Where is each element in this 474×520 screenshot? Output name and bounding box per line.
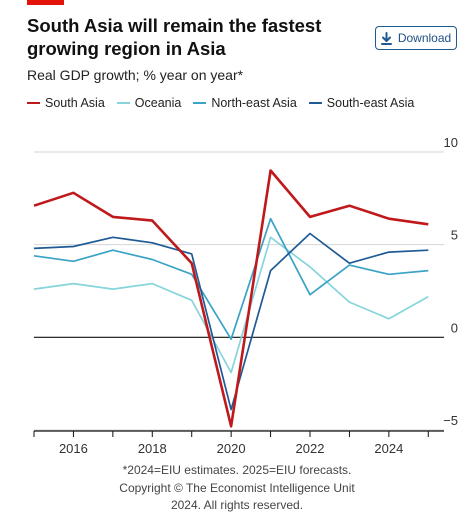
y-tick-label: −5 — [443, 413, 458, 428]
chart-title: South Asia will remain the fastest growi… — [27, 15, 322, 59]
y-tick-label: 5 — [451, 228, 458, 243]
legend-item-south-east-asia: South-east Asia — [308, 96, 415, 110]
download-label: Download — [397, 31, 452, 45]
series-line-north-east-asia — [33, 217, 429, 341]
footnote-line-3: 2024. All rights reserved. — [170, 498, 304, 512]
x-tick-label: 2022 — [296, 441, 325, 456]
footnote-line-1: *2024=EIU estimates. 2025=EIU forecasts. — [122, 463, 352, 477]
legend-swatch — [308, 101, 322, 105]
legend-label: South-east Asia — [326, 96, 415, 110]
legend-label: North-east Asia — [211, 96, 297, 110]
legend: South Asia Oceania North-east Asia South-ea… — [27, 96, 426, 110]
series-line-south-asia — [33, 169, 429, 428]
y-tick-label: 10 — [444, 135, 458, 150]
legend-item-south-asia: South Asia — [27, 96, 105, 110]
x-tick-label: 2024 — [374, 441, 403, 456]
x-tick-label: 2020 — [217, 441, 246, 456]
legend-label: South Asia — [45, 96, 105, 110]
x-tick-label: 2016 — [59, 441, 88, 456]
download-icon — [380, 31, 392, 45]
footnote: *2024=EIU estimates. 2025=EIU forecasts.… — [0, 462, 474, 515]
series-line-south-east-asia — [33, 232, 429, 411]
y-tick-label: 0 — [451, 320, 458, 335]
brand-accent-bar — [27, 0, 64, 5]
footnote-line-2: Copyright © The Economist Intelligence U… — [119, 480, 355, 495]
legend-swatch — [116, 101, 130, 105]
legend-swatch — [27, 101, 40, 105]
legend-swatch — [193, 101, 207, 105]
chart-subtitle: Real GDP growth; % year on year* — [27, 67, 244, 83]
x-tick-label: 2018 — [138, 441, 167, 456]
download-button[interactable]: Download — [375, 26, 457, 50]
series-line-oceania — [33, 236, 429, 374]
legend-item-north-east-asia: North-east Asia — [193, 96, 297, 110]
legend-label: Oceania — [134, 96, 182, 110]
legend-item-oceania: Oceania — [116, 96, 182, 110]
